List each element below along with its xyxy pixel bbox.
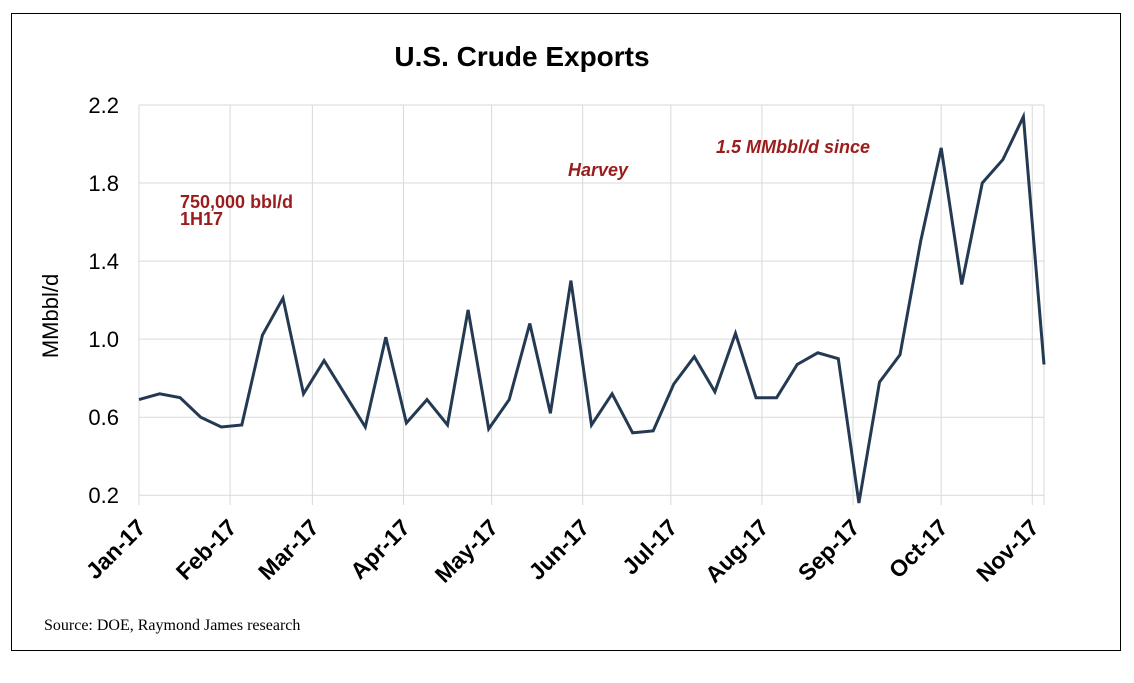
chart-title: U.S. Crude Exports bbox=[394, 41, 649, 72]
annotation-since: 1.5 MMbbl/d since bbox=[716, 137, 870, 157]
x-tick-label: Sep-17 bbox=[793, 514, 865, 586]
y-tick-label: 1.4 bbox=[88, 249, 119, 274]
annotation-1h17: 1H17 bbox=[180, 209, 223, 229]
x-tick-label: Aug-17 bbox=[700, 514, 774, 588]
x-tick-label: Nov-17 bbox=[971, 514, 1044, 587]
x-tick-label: Mar-17 bbox=[253, 514, 324, 585]
x-tick-label: Jun-17 bbox=[523, 514, 594, 585]
y-tick-label: 0.2 bbox=[88, 483, 119, 508]
annotation-750k: 750,000 bbl/d bbox=[180, 192, 293, 212]
series-line-us-crude-exports bbox=[138, 111, 1046, 504]
chart-frame bbox=[11, 13, 1121, 651]
y-axis-label: MMbbl/d bbox=[38, 274, 63, 358]
annotation-harvey: Harvey bbox=[568, 160, 629, 180]
x-tick-label: May-17 bbox=[430, 514, 504, 588]
y-tick-label: 2.2 bbox=[88, 93, 119, 118]
y-tick-label: 0.6 bbox=[88, 405, 119, 430]
x-tick-label: Jul-17 bbox=[617, 514, 682, 579]
y-tick-label: 1.0 bbox=[88, 327, 119, 352]
x-tick-label: Apr-17 bbox=[345, 514, 415, 584]
y-tick-label: 1.8 bbox=[88, 171, 119, 196]
x-tick-label: Feb-17 bbox=[171, 514, 242, 585]
x-tick-label: Jan-17 bbox=[81, 514, 151, 584]
x-tick-label: Oct-17 bbox=[884, 514, 953, 583]
source-note: Source: DOE, Raymond James research bbox=[44, 617, 301, 634]
grid-layer bbox=[139, 104, 1044, 505]
series-layer bbox=[138, 111, 1046, 504]
